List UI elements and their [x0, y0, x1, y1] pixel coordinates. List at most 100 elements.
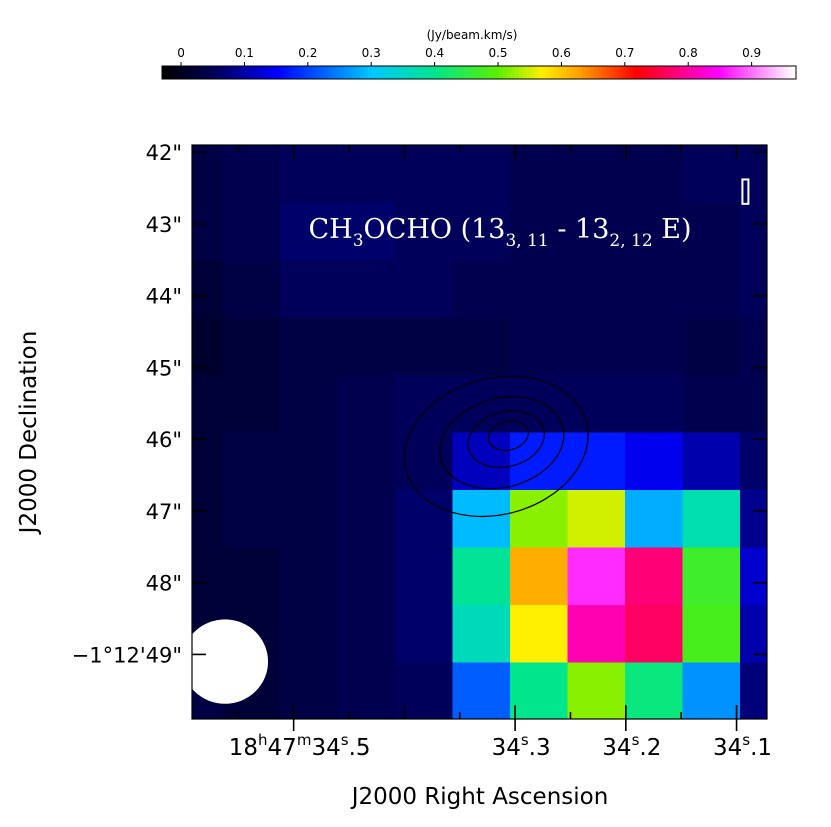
colorbar-cell — [506, 66, 512, 79]
contours — [403, 375, 589, 518]
colorbar-cell — [613, 66, 619, 79]
colorbar-cell — [435, 66, 440, 79]
title-lower-sub: 2, 12 — [609, 231, 652, 251]
map-cell — [452, 145, 511, 204]
colorbar-cell — [443, 66, 448, 79]
map-cell — [280, 605, 339, 664]
map-cell — [337, 662, 396, 719]
title-molecule-sub: 3 — [353, 231, 364, 251]
colorbar-cell — [403, 66, 409, 79]
colorbar-cell — [391, 66, 397, 79]
map-cell — [280, 145, 339, 204]
map-cell — [452, 605, 511, 664]
colorbar-cell — [788, 66, 793, 79]
y-tick-label: −1°12'49" — [72, 643, 182, 667]
map-cell — [798, 375, 831, 433]
map-cell — [567, 662, 626, 719]
contour-line — [488, 420, 529, 451]
colorbar-tick-label: 0 — [177, 46, 185, 60]
colorbar-cell — [205, 66, 211, 79]
map-cell — [280, 202, 339, 261]
colorbar-cell — [292, 66, 298, 79]
colorbar-cell — [708, 66, 714, 79]
colorbar-cell — [209, 66, 215, 79]
colorbar-cell — [332, 66, 337, 79]
colorbar-cell — [784, 66, 789, 79]
map-cell — [452, 317, 511, 376]
map-cell — [682, 547, 741, 606]
map-cell — [395, 490, 454, 549]
map-cell — [682, 375, 741, 434]
colorbar-tick-labels: 0 0.1 0.2 0.3 0.4 0.5 0.6 0.7 0.8 0.9 — [177, 46, 761, 60]
colorbar-cell — [593, 66, 599, 79]
colorbar-cell — [597, 66, 603, 79]
colorbar-cell — [605, 66, 611, 79]
map-cell — [165, 720, 223, 778]
map-cell — [510, 202, 569, 261]
map-cell — [222, 317, 281, 376]
colorbar-cell — [482, 66, 488, 79]
map-cell — [567, 260, 626, 319]
map-cell — [567, 375, 626, 434]
colorbar-cell — [471, 66, 476, 79]
colorbar-cell — [304, 66, 310, 79]
colorbar-cell — [300, 66, 306, 79]
map-cell — [625, 202, 684, 261]
map-cell — [567, 432, 626, 491]
map-cell — [740, 375, 767, 434]
map-cell — [222, 375, 281, 434]
colorbar-cell — [217, 66, 223, 79]
colorbar-cell — [522, 66, 528, 79]
colorbar-cell — [546, 66, 551, 79]
colorbar-cell — [320, 66, 326, 79]
colorbar-cell — [498, 66, 504, 79]
contour-line — [403, 375, 589, 518]
colorbar-cell — [411, 66, 417, 79]
map-cell — [798, 318, 831, 376]
colorbar-cell — [720, 66, 726, 79]
map-cell — [395, 720, 453, 778]
y-tick-label: 47" — [146, 500, 182, 524]
contour-line — [439, 396, 565, 490]
map-cell — [625, 662, 684, 719]
colorbar-cell — [621, 66, 627, 79]
map-cell — [567, 202, 626, 261]
map-cell — [222, 490, 281, 549]
colorbar-cell — [641, 66, 647, 79]
map-cell — [452, 490, 511, 549]
colorbar-cell — [189, 66, 195, 79]
map-cell — [452, 260, 511, 319]
colorbar-cell — [669, 66, 674, 79]
map-cell — [395, 202, 454, 261]
map-cell — [682, 145, 741, 204]
map-cell — [192, 490, 224, 549]
colorbar-cell — [261, 66, 266, 79]
title-molecule-a: CH — [308, 214, 352, 245]
map-cell — [740, 260, 767, 319]
map-cell — [337, 145, 396, 204]
colorbar-cell — [649, 66, 654, 79]
map-cell — [452, 375, 511, 434]
colorbar-cell — [328, 66, 333, 79]
map-cell — [192, 145, 224, 204]
y-tick-labels: 42" 43" 44" 45" 46" 47" 48" −1°12'49" — [72, 141, 182, 667]
colorbar-cell — [173, 66, 179, 79]
map-cell — [510, 432, 569, 491]
colorbar-cell — [439, 66, 444, 79]
colorbar-cell — [700, 66, 706, 79]
colorbar-cell — [185, 66, 191, 79]
colorbar-cell — [772, 66, 777, 79]
map-cell — [395, 145, 454, 204]
colorbar-cell — [241, 66, 246, 79]
colorbar-cell — [617, 66, 623, 79]
map-cell — [798, 115, 831, 203]
colorbar-cell — [368, 66, 373, 79]
y-axis-label: J2000 Declination — [16, 331, 42, 536]
map-cell — [192, 260, 224, 319]
colorbar-cell — [570, 66, 575, 79]
colorbar-cell — [316, 66, 322, 79]
colorbar-label: (Jy/beam.km/s) — [427, 28, 518, 42]
colorbar-cell — [625, 66, 631, 79]
map-cell — [798, 663, 831, 721]
